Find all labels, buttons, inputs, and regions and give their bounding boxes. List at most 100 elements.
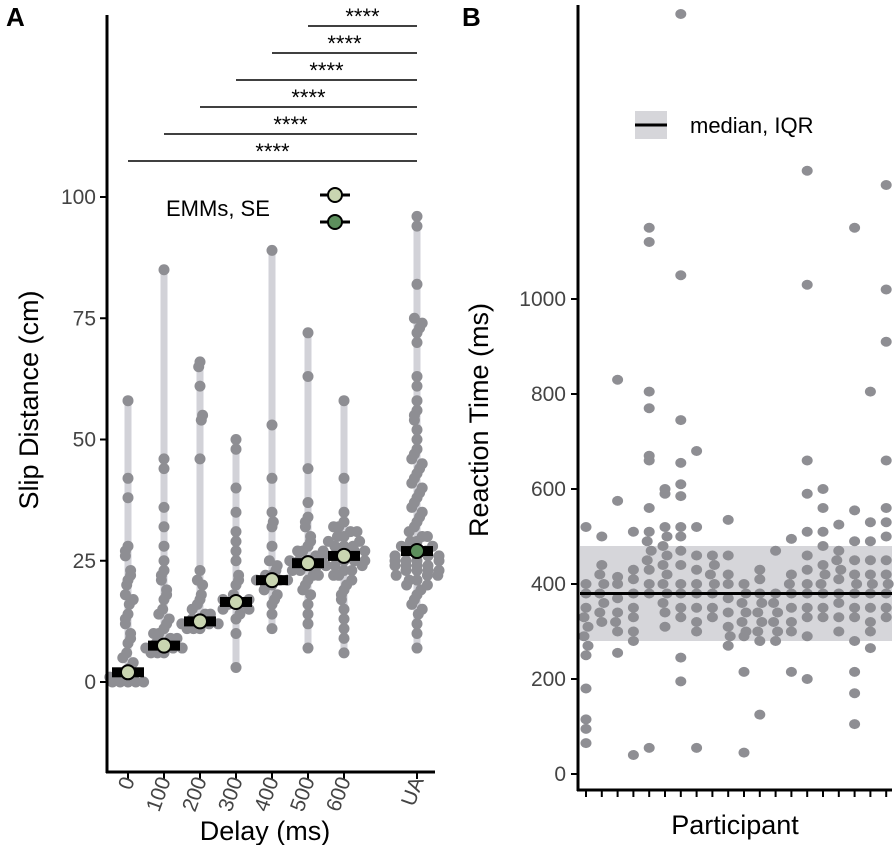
- data-point: [833, 574, 845, 585]
- data-point: [675, 479, 687, 490]
- data-point: [580, 522, 592, 532]
- data-point: [580, 683, 592, 694]
- data-point: [770, 545, 782, 556]
- data-point: [756, 617, 768, 627]
- data-point: [706, 612, 718, 623]
- data-point: [338, 623, 350, 635]
- data-point: [768, 617, 780, 627]
- data-point: [691, 550, 703, 561]
- data-point: [411, 574, 423, 586]
- x-axis-title-a: Delay (ms): [200, 816, 331, 845]
- data-point: [849, 602, 861, 613]
- data-point: [302, 618, 314, 630]
- data-point: [578, 631, 590, 642]
- legend-b: median, IQR: [635, 111, 814, 139]
- data-point: [706, 602, 718, 613]
- data-point: [612, 593, 624, 604]
- x-tick-label-a: 0: [114, 774, 140, 793]
- data-point: [849, 505, 861, 516]
- data-point: [643, 564, 655, 575]
- data-point: [643, 526, 655, 537]
- data-point: [849, 612, 861, 623]
- data-point: [785, 666, 797, 677]
- y-tick-label-a: 100: [61, 186, 96, 209]
- x-tick-label-a: 200: [178, 774, 212, 815]
- data-point: [833, 519, 845, 530]
- data-point: [754, 636, 766, 646]
- x-tick-label-a: 300: [214, 774, 248, 815]
- data-point: [849, 555, 861, 566]
- data-point: [880, 284, 892, 295]
- data-point: [411, 278, 423, 290]
- data-point: [801, 165, 813, 176]
- data-point: [851, 579, 863, 589]
- data-point: [643, 403, 655, 414]
- significance-label: ****: [273, 112, 308, 137]
- data-point: [643, 503, 655, 513]
- data-point: [722, 569, 734, 580]
- data-point: [312, 569, 324, 581]
- emm-point-UA: [409, 543, 425, 560]
- data-point: [880, 517, 892, 528]
- data-point: [657, 541, 669, 551]
- data-point: [230, 628, 242, 639]
- data-point: [411, 434, 423, 445]
- data-point: [194, 564, 206, 576]
- emm-point-0: [120, 664, 136, 681]
- data-point: [708, 579, 720, 589]
- data-point: [691, 564, 703, 575]
- data-point: [338, 564, 350, 576]
- data-point: [266, 419, 278, 431]
- data-point: [643, 386, 655, 397]
- data-point: [389, 550, 401, 562]
- data-point: [359, 555, 371, 567]
- data-point: [195, 589, 207, 601]
- data-point: [233, 569, 245, 581]
- data-point: [817, 560, 829, 570]
- data-point: [421, 579, 433, 591]
- emm-point-500: [300, 555, 316, 572]
- data-point: [191, 574, 203, 586]
- data-point: [416, 603, 428, 615]
- data-point: [580, 714, 592, 725]
- x-tick-label-a: 500: [286, 774, 320, 815]
- data-point: [675, 415, 687, 426]
- data-point: [329, 560, 341, 572]
- data-point: [302, 642, 314, 654]
- data-point: [411, 443, 423, 455]
- data-point: [772, 626, 784, 637]
- data-point: [675, 579, 687, 589]
- data-point: [408, 312, 420, 324]
- data-point: [754, 564, 766, 575]
- data-point: [801, 564, 813, 575]
- data-point: [582, 640, 594, 651]
- data-point: [234, 608, 246, 620]
- data-point: [594, 607, 606, 618]
- data-point: [675, 9, 687, 19]
- data-point: [411, 337, 423, 348]
- data-point: [267, 516, 279, 528]
- data-point: [659, 607, 671, 618]
- data-point: [864, 386, 876, 397]
- data-point: [580, 579, 592, 589]
- data-point: [752, 607, 764, 618]
- data-point: [691, 522, 703, 532]
- data-point: [643, 455, 655, 466]
- data-point: [411, 370, 423, 382]
- data-point: [817, 602, 829, 613]
- data-point: [785, 617, 797, 627]
- data-point: [612, 647, 624, 658]
- data-point: [691, 626, 703, 637]
- data-point: [817, 484, 829, 494]
- data-point: [266, 506, 278, 518]
- data-point: [305, 531, 317, 542]
- data-point: [661, 569, 673, 580]
- data-point: [230, 482, 242, 494]
- data-point: [158, 463, 170, 475]
- data-point: [833, 626, 845, 637]
- data-point: [122, 395, 134, 407]
- data-point: [880, 602, 892, 613]
- data-point: [817, 526, 829, 537]
- data-point: [880, 612, 892, 623]
- data-point: [230, 506, 242, 518]
